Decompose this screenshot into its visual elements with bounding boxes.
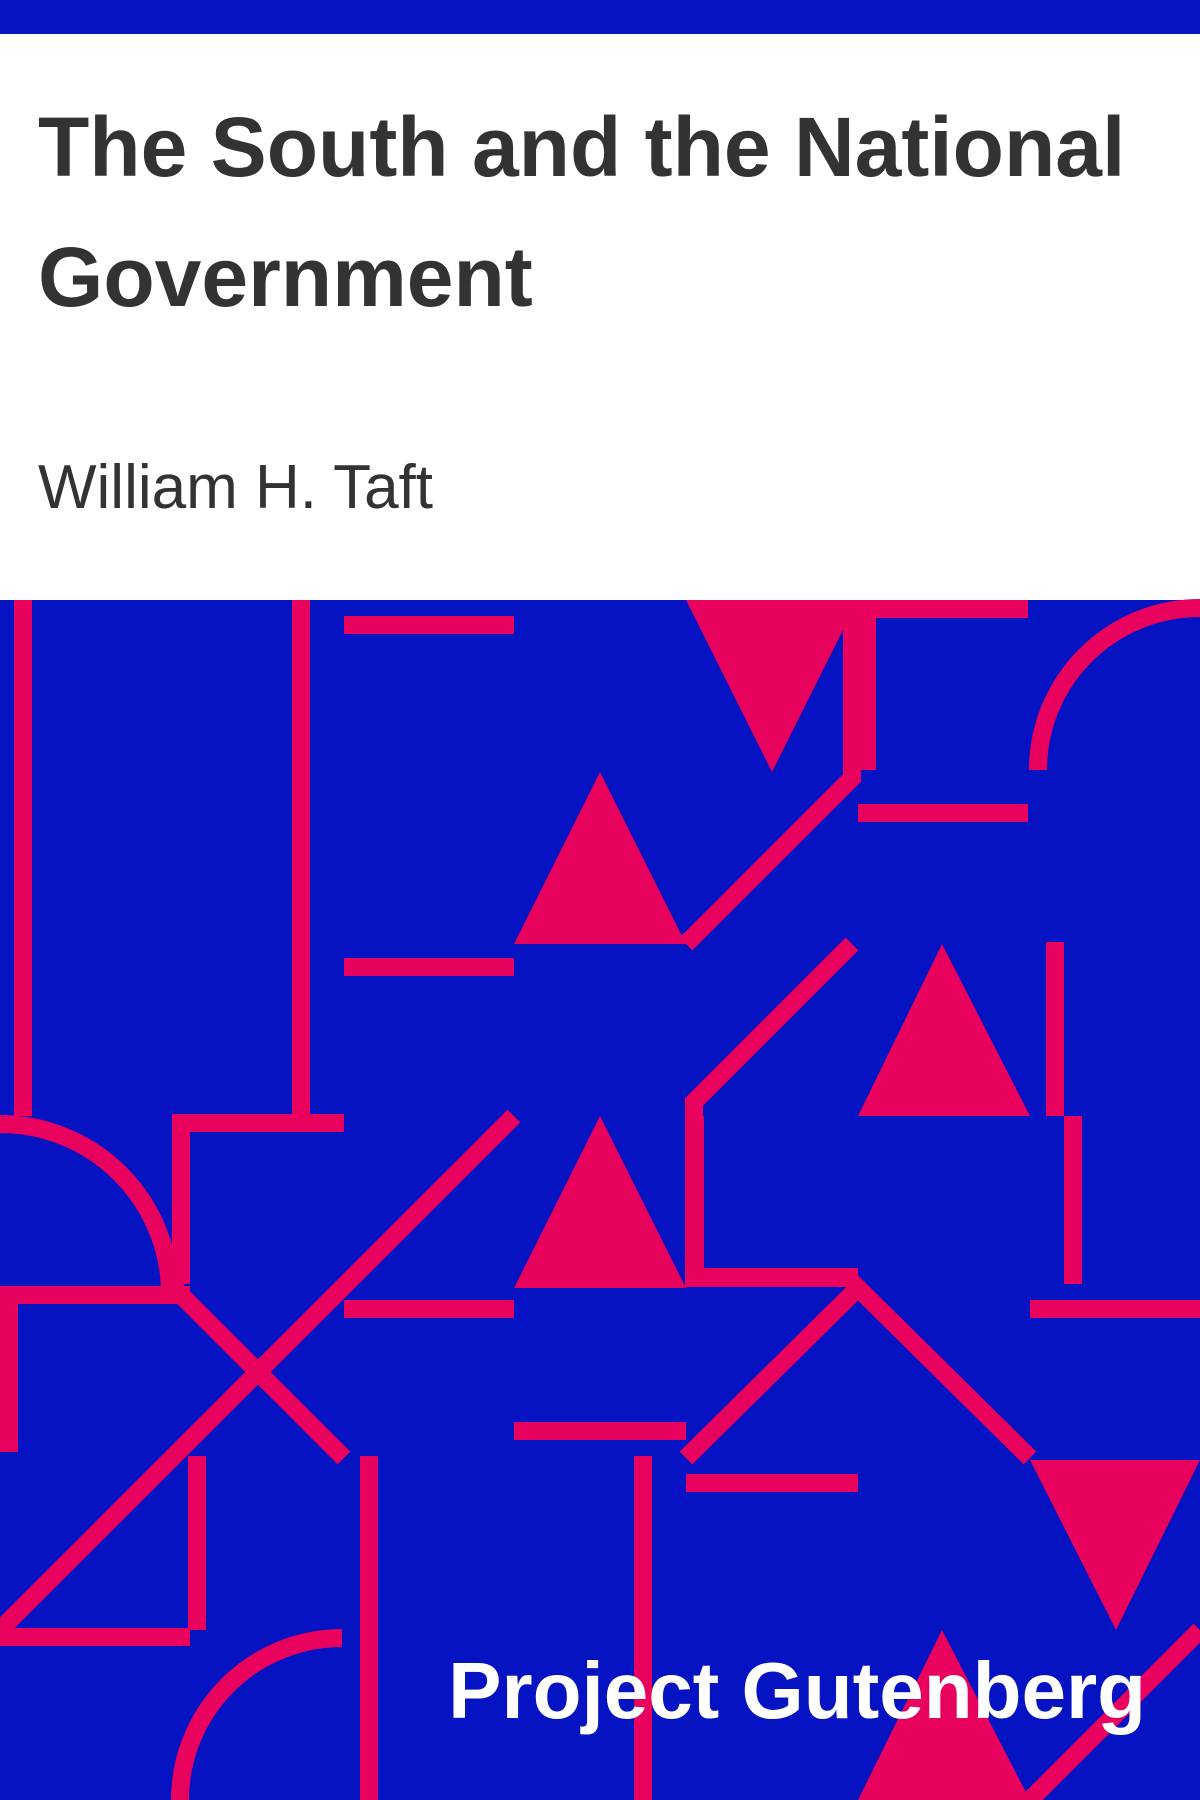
pattern-bar [1064,1116,1082,1284]
pattern-triangle [514,772,686,944]
pattern-bar [1046,942,1064,1116]
pattern-bar [686,1474,858,1492]
pattern-bar [172,1114,344,1132]
pattern-triangle [858,1630,1030,1800]
pattern-bar [858,600,876,770]
pattern-diagonal [0,1451,179,1637]
pattern-bar [1030,1300,1200,1318]
pattern-diagonal [679,600,861,951]
pattern-bar [858,804,1028,822]
pattern-bar [292,600,310,1116]
title-line-1: The South and the National [38,100,1125,194]
pattern-triangle [858,944,1030,1116]
pattern-bar [344,1300,514,1318]
author-name: William H. Taft [38,453,433,522]
pattern-bar [188,1456,206,1630]
pattern-bar [172,1116,190,1284]
pattern-arc [171,1629,343,1800]
publisher-name: Project Gutenberg [448,1646,1146,1735]
pattern-bar [514,1422,686,1440]
pattern-bar [0,1286,190,1304]
geometric-pattern [0,599,1200,1800]
pattern-bar [344,616,514,634]
pattern-bar [14,600,32,1116]
pattern-diagonal [337,1109,521,1293]
pattern-bar [0,1292,18,1452]
top-blue-band [0,0,1200,34]
pattern-bar [0,1628,190,1646]
pattern-bar [858,600,1028,618]
pattern-diagonal [165,1279,351,1465]
pattern-bar [344,958,514,976]
pattern-arc [1029,599,1200,771]
pattern-triangle [1030,1460,1200,1630]
pattern-diagonal [679,1275,1037,1465]
pattern-triangle [686,600,858,772]
pattern-bar [634,1456,652,1800]
pattern-diagonal [1023,1623,1200,1800]
pattern-diagonal [685,937,859,1287]
pattern-arc [0,1115,179,1295]
title-line-2: Government [38,230,533,324]
pattern-triangle [514,1116,686,1288]
pattern-bar [360,1456,378,1800]
